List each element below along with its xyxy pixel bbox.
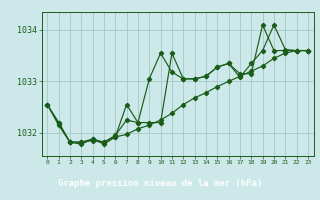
Text: Graphe pression niveau de la mer (hPa): Graphe pression niveau de la mer (hPa) xyxy=(58,179,262,188)
